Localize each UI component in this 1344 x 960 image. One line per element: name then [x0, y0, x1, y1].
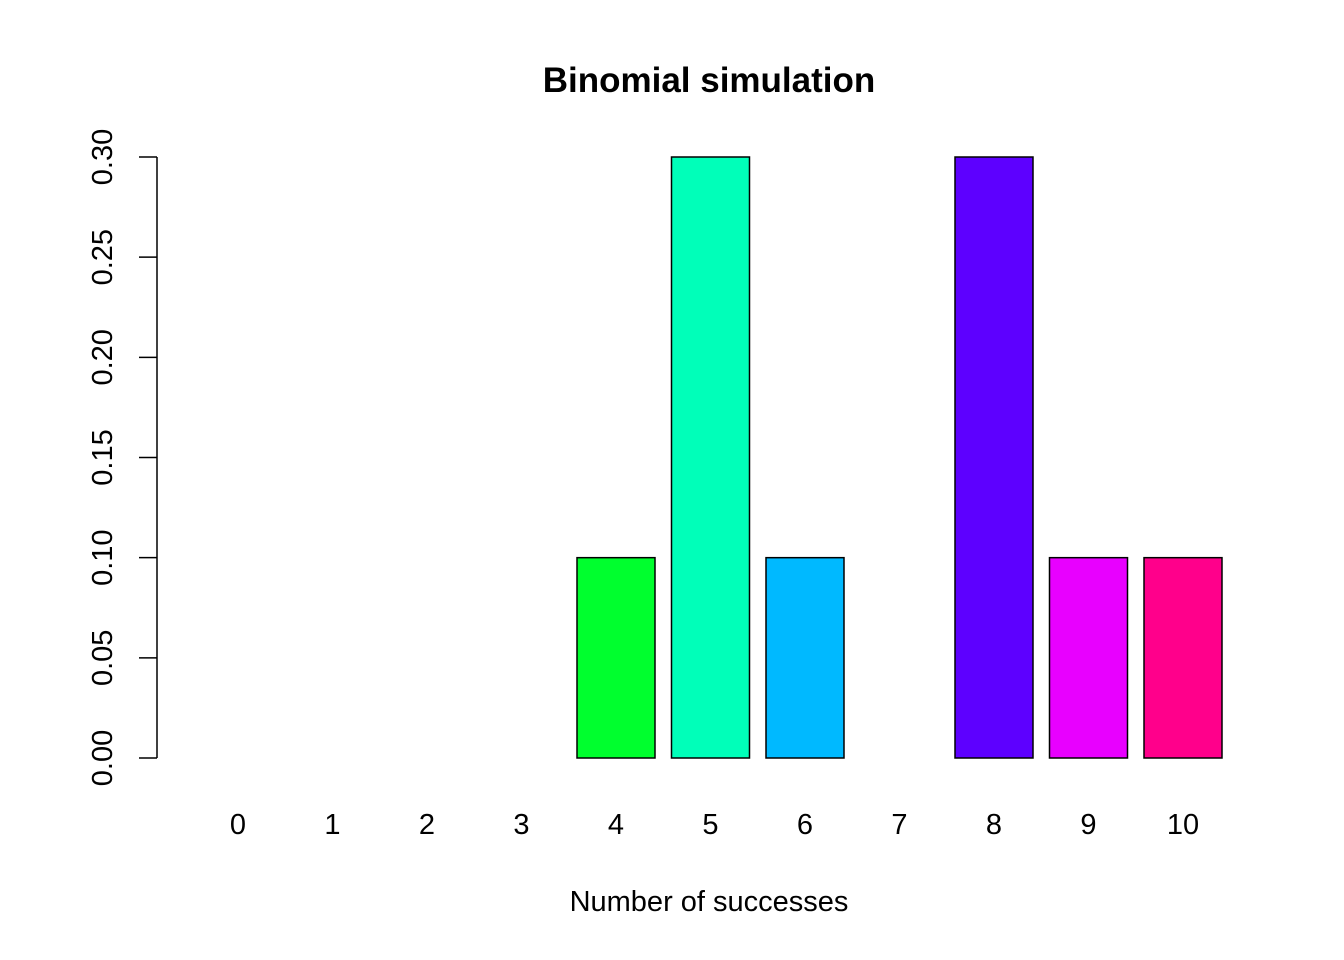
bar-4 — [576, 556, 656, 759]
bar-5 — [670, 156, 751, 759]
x-axis-label: Number of successes — [570, 886, 849, 918]
y-tick-label: 0.00 — [87, 730, 119, 786]
x-tick-label: 1 — [324, 809, 340, 841]
x-tick-label: 2 — [419, 809, 435, 841]
x-tick-label: 4 — [608, 809, 624, 841]
x-tick-label: 9 — [1080, 809, 1096, 841]
y-axis-ticks: 0.00 0.05 0.10 0.15 0.20 0.25 0.30 — [87, 129, 157, 786]
x-tick-label: 0 — [230, 809, 246, 841]
y-tick-label: 0.10 — [87, 529, 119, 585]
bars — [576, 156, 1223, 759]
x-tick-label: 8 — [986, 809, 1002, 841]
bar-9 — [1048, 556, 1129, 759]
x-tick-label: 10 — [1167, 809, 1199, 841]
x-axis-tick-labels: 0 1 2 3 4 5 6 7 8 9 10 — [230, 809, 1199, 841]
y-tick-label: 0.15 — [87, 429, 119, 485]
x-tick-label: 6 — [797, 809, 813, 841]
x-tick-label: 5 — [702, 809, 718, 841]
y-tick-label: 0.25 — [87, 229, 119, 285]
y-tick-label: 0.20 — [87, 329, 119, 385]
bar-8 — [954, 156, 1034, 759]
y-tick-label: 0.05 — [87, 630, 119, 686]
x-tick-label: 3 — [513, 809, 529, 841]
bar-6 — [765, 556, 845, 759]
x-tick-label: 7 — [891, 809, 907, 841]
y-tick-label: 0.30 — [87, 129, 119, 185]
chart-title: Binomial simulation — [543, 61, 876, 100]
bar-10 — [1143, 556, 1223, 759]
